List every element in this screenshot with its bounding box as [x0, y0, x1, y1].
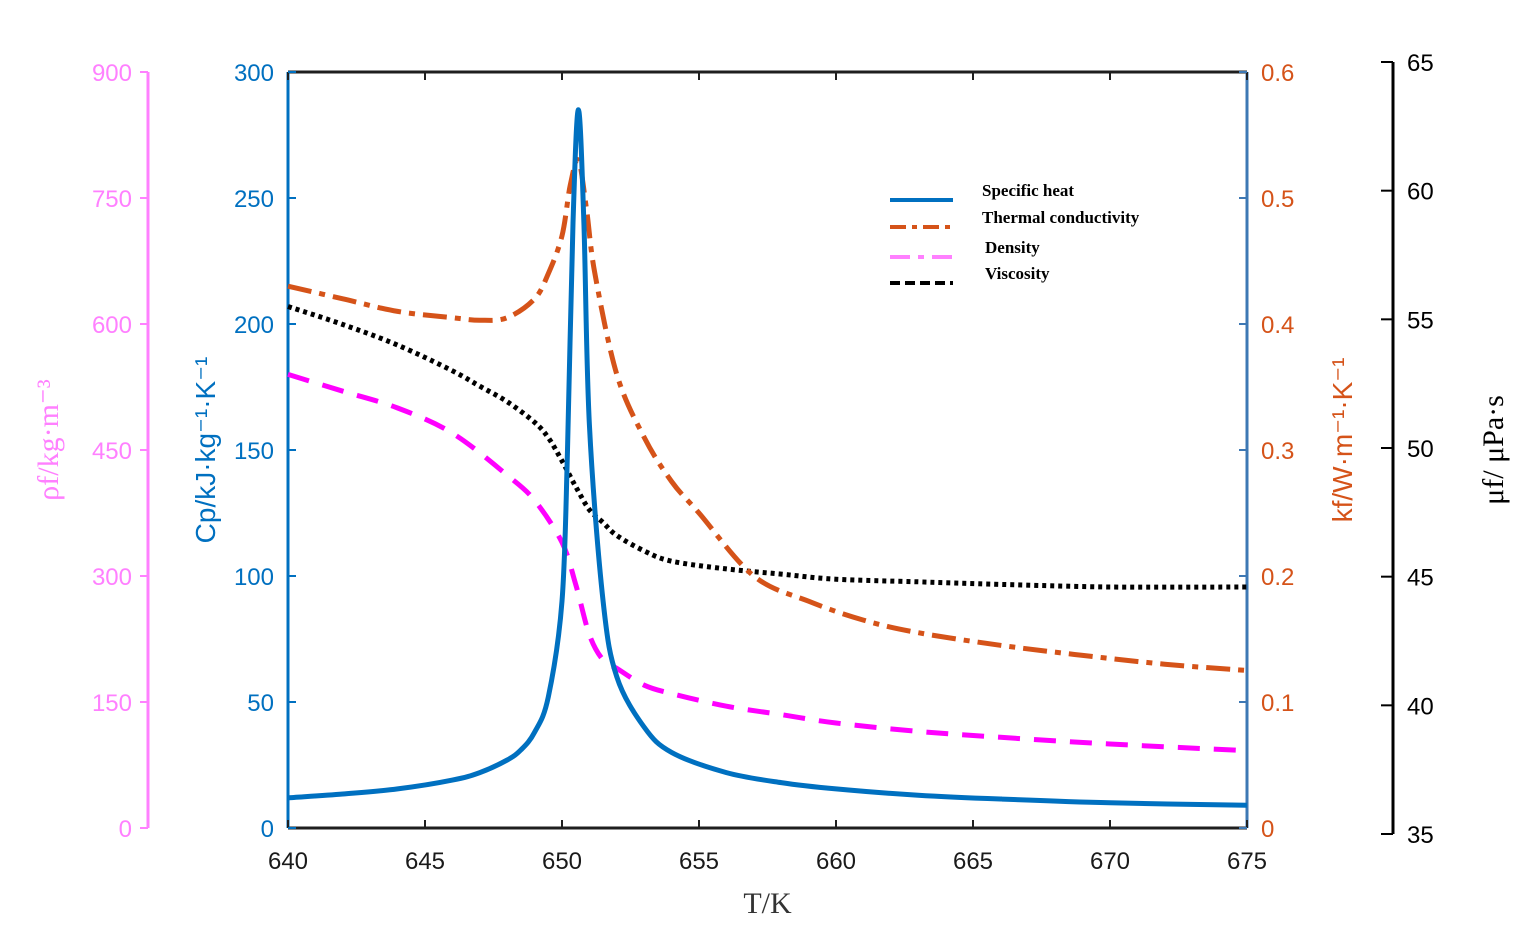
k-tick-label: 0.4 — [1261, 312, 1294, 339]
axes-layer: 640 645 650 655 660 665 670 675T/K0501001502002… — [32, 50, 1510, 920]
mu-tick-label: 60 — [1407, 179, 1434, 206]
cp-tick-label: 0 — [261, 816, 274, 843]
rho-tick-label: 600 — [92, 312, 132, 339]
mu-tick-label: 55 — [1407, 307, 1434, 334]
rho-tick-label: 900 — [92, 60, 132, 87]
cp-tick-label: 250 — [234, 186, 274, 213]
viscosity-line — [287, 304, 1248, 590]
mu-tick-label: 45 — [1407, 565, 1434, 592]
legend: Specific heat Thermal conductivity Density… — [890, 181, 1140, 285]
x-tick-label: 650 — [542, 848, 582, 875]
mu-tick-label: 50 — [1407, 436, 1434, 463]
mu-tick-label: 40 — [1407, 693, 1434, 720]
k-tick-label: 0.5 — [1261, 186, 1294, 213]
mu-tick-label: 35 — [1407, 822, 1434, 849]
rho-tick-label: 0 — [119, 816, 132, 843]
rho-tick-label: 750 — [92, 186, 132, 213]
k-tick-label: 0.3 — [1261, 438, 1294, 465]
rho-tick-label: 150 — [92, 690, 132, 717]
cp-tick-label: 50 — [247, 690, 274, 717]
legend-label-thermal-conductivity: Thermal conductivity — [982, 208, 1140, 227]
cp-tick-label: 300 — [234, 60, 274, 87]
legend-label-viscosity: Viscosity — [985, 264, 1050, 283]
specific-heat-line — [287, 107, 1248, 808]
mu-tick-label: 65 — [1407, 50, 1434, 77]
x-tick-label: 670 — [1090, 848, 1130, 875]
x-axis-title: T/K — [743, 887, 792, 920]
x-tick-label: 645 — [405, 848, 445, 875]
legend-label-density: Density — [985, 238, 1040, 257]
cp-tick-label: 200 — [234, 312, 274, 339]
rho-axis-title: ρf/kg·m⁻³ — [32, 379, 65, 500]
x-tick-label: 655 — [679, 848, 719, 875]
x-tick-label: 660 — [816, 848, 856, 875]
cp-axis-title: Cp/kJ·kg⁻¹·K⁻¹ — [190, 357, 221, 544]
series-layer — [287, 107, 1248, 808]
x-tick-label: 665 — [953, 848, 993, 875]
density-line — [287, 372, 1248, 754]
cp-tick-label: 100 — [234, 564, 274, 591]
k-tick-label: 0.1 — [1261, 690, 1294, 717]
k-tick-label: 0 — [1261, 816, 1274, 843]
x-tick-label: 640 — [268, 848, 308, 875]
cp-tick-label: 150 — [234, 438, 274, 465]
k-axis-title: kf/W·m⁻¹·K⁻¹ — [1327, 358, 1358, 523]
legend-label-specific-heat: Specific heat — [982, 181, 1074, 200]
k-tick-label: 0.2 — [1261, 564, 1294, 591]
x-tick-label: 675 — [1227, 848, 1267, 875]
k-tick-label: 0.6 — [1261, 60, 1294, 87]
rho-tick-label: 450 — [92, 438, 132, 465]
thermal-conductivity-line — [287, 157, 1248, 673]
rho-tick-label: 300 — [92, 564, 132, 591]
mu-axis-title: μf/ μPa·s — [1477, 395, 1510, 505]
